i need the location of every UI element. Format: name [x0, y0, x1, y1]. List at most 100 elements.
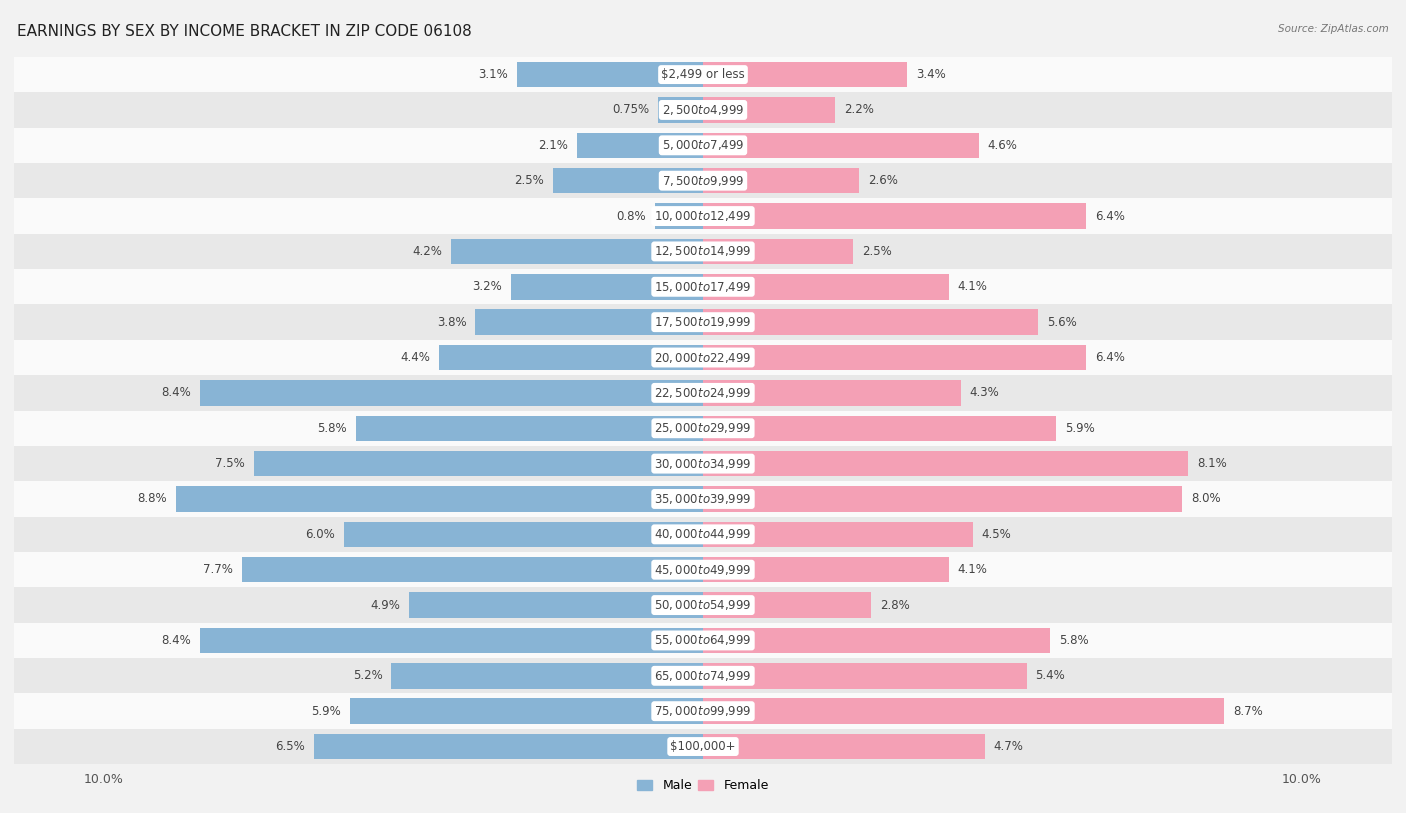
Bar: [440, 345, 703, 370]
Text: 4.4%: 4.4%: [401, 351, 430, 364]
Text: 2.1%: 2.1%: [538, 139, 568, 152]
Text: 6.4%: 6.4%: [1095, 210, 1125, 223]
Text: 0.8%: 0.8%: [616, 210, 647, 223]
Bar: [0, 304, 1406, 340]
Text: $5,000 to $7,499: $5,000 to $7,499: [662, 138, 744, 152]
Bar: [703, 239, 853, 264]
Text: 5.9%: 5.9%: [1066, 422, 1095, 435]
Bar: [176, 486, 703, 511]
Bar: [703, 451, 1188, 476]
Bar: [0, 57, 1406, 92]
Bar: [0, 375, 1406, 411]
Text: 3.8%: 3.8%: [437, 315, 467, 328]
Bar: [703, 698, 1225, 724]
Text: 4.2%: 4.2%: [412, 245, 443, 258]
Bar: [0, 411, 1406, 446]
Text: 8.4%: 8.4%: [162, 386, 191, 399]
Bar: [703, 310, 1039, 335]
Text: 7.7%: 7.7%: [202, 563, 233, 576]
Bar: [703, 380, 960, 406]
Bar: [517, 62, 703, 87]
Bar: [703, 628, 1050, 653]
Text: $55,000 to $64,999: $55,000 to $64,999: [654, 633, 752, 647]
Bar: [703, 415, 1056, 441]
Text: 2.6%: 2.6%: [868, 174, 897, 187]
Bar: [703, 663, 1026, 689]
Bar: [0, 587, 1406, 623]
Bar: [0, 659, 1406, 693]
Text: $40,000 to $44,999: $40,000 to $44,999: [654, 528, 752, 541]
Text: 6.5%: 6.5%: [274, 740, 305, 753]
Bar: [0, 729, 1406, 764]
Bar: [703, 522, 973, 547]
Text: $45,000 to $49,999: $45,000 to $49,999: [654, 563, 752, 576]
Legend: Male, Female: Male, Female: [633, 774, 773, 797]
Text: 4.7%: 4.7%: [994, 740, 1024, 753]
Text: 2.8%: 2.8%: [880, 598, 910, 611]
Text: 5.4%: 5.4%: [1035, 669, 1066, 682]
Bar: [0, 693, 1406, 729]
Text: $22,500 to $24,999: $22,500 to $24,999: [654, 386, 752, 400]
Bar: [655, 203, 703, 228]
Text: $10,000 to $12,499: $10,000 to $12,499: [654, 209, 752, 223]
Bar: [0, 481, 1406, 517]
Text: $2,499 or less: $2,499 or less: [661, 68, 745, 81]
Text: 5.6%: 5.6%: [1047, 315, 1077, 328]
Text: 3.1%: 3.1%: [478, 68, 509, 81]
Bar: [0, 340, 1406, 375]
Bar: [253, 451, 703, 476]
Text: $30,000 to $34,999: $30,000 to $34,999: [654, 457, 752, 471]
Text: EARNINGS BY SEX BY INCOME BRACKET IN ZIP CODE 06108: EARNINGS BY SEX BY INCOME BRACKET IN ZIP…: [17, 24, 471, 39]
Bar: [703, 486, 1182, 511]
Bar: [0, 623, 1406, 658]
Text: 4.3%: 4.3%: [970, 386, 1000, 399]
Text: 0.75%: 0.75%: [612, 103, 650, 116]
Text: $20,000 to $22,499: $20,000 to $22,499: [654, 350, 752, 364]
Bar: [658, 98, 703, 123]
Text: 4.5%: 4.5%: [981, 528, 1011, 541]
Text: 2.2%: 2.2%: [844, 103, 873, 116]
Text: 8.1%: 8.1%: [1198, 457, 1227, 470]
Text: 8.8%: 8.8%: [138, 493, 167, 506]
Text: $15,000 to $17,499: $15,000 to $17,499: [654, 280, 752, 293]
Bar: [409, 593, 703, 618]
Text: $75,000 to $99,999: $75,000 to $99,999: [654, 704, 752, 718]
Text: $50,000 to $54,999: $50,000 to $54,999: [654, 598, 752, 612]
Bar: [343, 522, 703, 547]
Text: $12,500 to $14,999: $12,500 to $14,999: [654, 245, 752, 259]
Text: Source: ZipAtlas.com: Source: ZipAtlas.com: [1278, 24, 1389, 34]
Bar: [242, 557, 703, 582]
Bar: [703, 98, 835, 123]
Text: 8.7%: 8.7%: [1233, 705, 1263, 718]
Text: 8.4%: 8.4%: [162, 634, 191, 647]
Bar: [0, 233, 1406, 269]
Bar: [475, 310, 703, 335]
Bar: [0, 552, 1406, 587]
Text: 4.6%: 4.6%: [987, 139, 1018, 152]
Bar: [451, 239, 703, 264]
Bar: [553, 168, 703, 193]
Bar: [0, 269, 1406, 304]
Bar: [703, 133, 979, 158]
Bar: [512, 274, 703, 299]
Text: 5.9%: 5.9%: [311, 705, 340, 718]
Text: 5.8%: 5.8%: [1060, 634, 1090, 647]
Bar: [703, 345, 1087, 370]
Text: $100,000+: $100,000+: [671, 740, 735, 753]
Text: $2,500 to $4,999: $2,500 to $4,999: [662, 103, 744, 117]
Text: 8.0%: 8.0%: [1191, 493, 1220, 506]
Text: 7.5%: 7.5%: [215, 457, 245, 470]
Text: 3.2%: 3.2%: [472, 280, 502, 293]
Bar: [0, 517, 1406, 552]
Bar: [703, 734, 984, 759]
Text: 4.1%: 4.1%: [957, 563, 987, 576]
Text: $65,000 to $74,999: $65,000 to $74,999: [654, 669, 752, 683]
Text: 5.2%: 5.2%: [353, 669, 382, 682]
Text: 3.4%: 3.4%: [915, 68, 945, 81]
Text: 4.1%: 4.1%: [957, 280, 987, 293]
Bar: [391, 663, 703, 689]
Bar: [0, 128, 1406, 163]
Text: 6.0%: 6.0%: [305, 528, 335, 541]
Text: $25,000 to $29,999: $25,000 to $29,999: [654, 421, 752, 435]
Bar: [0, 446, 1406, 481]
